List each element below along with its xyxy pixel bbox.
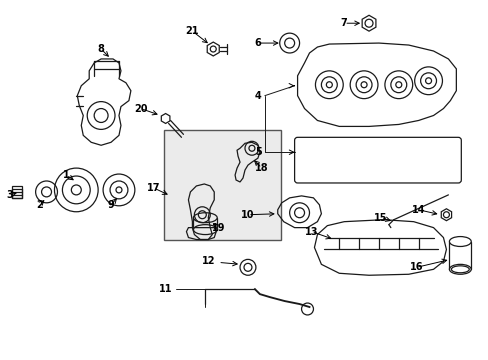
Text: 13: 13 xyxy=(304,226,318,237)
Text: 20: 20 xyxy=(134,104,147,113)
Text: 15: 15 xyxy=(373,213,387,223)
Text: 16: 16 xyxy=(409,262,423,272)
Text: 12: 12 xyxy=(202,256,215,266)
Text: 3: 3 xyxy=(6,190,13,200)
Text: 7: 7 xyxy=(340,18,347,28)
Text: 21: 21 xyxy=(185,26,199,36)
Text: 17: 17 xyxy=(147,183,160,193)
Text: 6: 6 xyxy=(254,38,261,48)
Bar xyxy=(12,186,21,198)
Text: 1: 1 xyxy=(63,170,70,180)
Text: 2: 2 xyxy=(36,200,43,210)
Text: 4: 4 xyxy=(255,91,262,101)
Text: 8: 8 xyxy=(98,44,104,54)
Text: 10: 10 xyxy=(241,210,254,220)
Text: 18: 18 xyxy=(255,163,268,173)
Text: 9: 9 xyxy=(107,200,114,210)
Text: 19: 19 xyxy=(211,222,224,233)
Text: 11: 11 xyxy=(159,284,172,294)
Ellipse shape xyxy=(450,266,468,273)
FancyBboxPatch shape xyxy=(163,130,280,239)
Text: 14: 14 xyxy=(411,205,425,215)
Text: 5: 5 xyxy=(255,147,262,157)
